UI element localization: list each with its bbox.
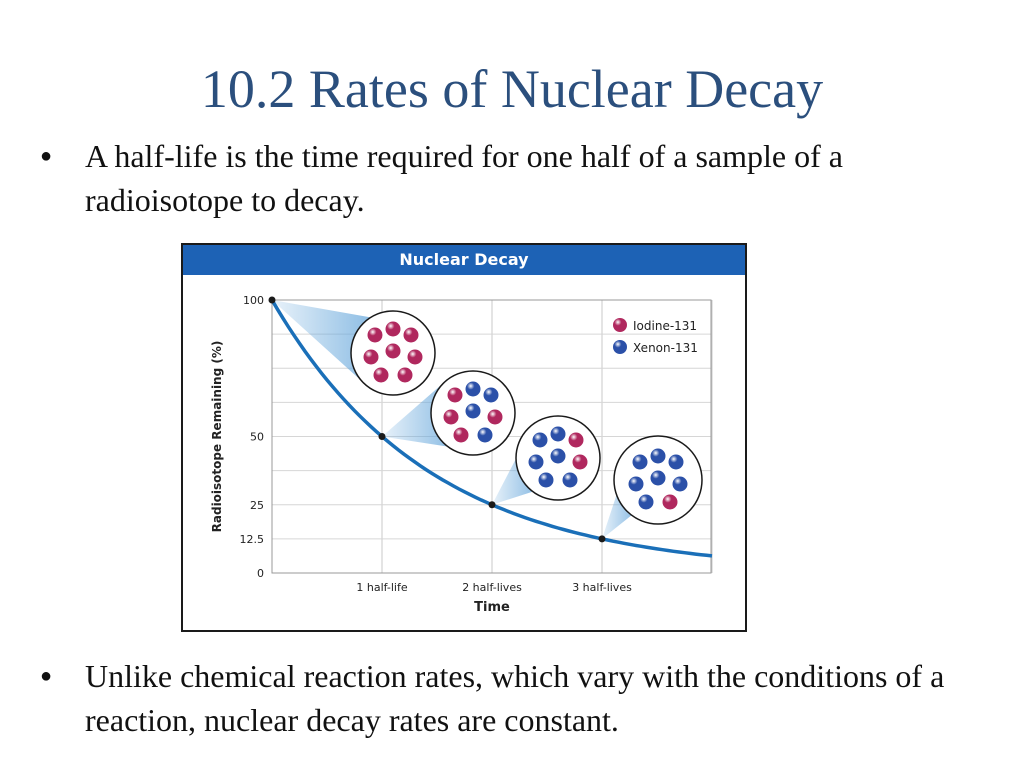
iodine-atom [407,349,423,365]
xenon-atom [562,472,578,488]
iodine-atom [403,327,419,343]
nuclear-decay-figure: Nuclear Decay 0 12.5 25 50 100 1 half-life 2 h… [181,243,747,632]
legend-label: Xenon-131 [633,341,698,355]
iodine-atom [367,327,383,343]
bullet-item: ● Unlike chemical reaction rates, which … [40,654,980,742]
xenon-atom [550,448,566,464]
iodine-atom [568,432,584,448]
iodine-atom [453,427,469,443]
decay-chart: 0 12.5 25 50 100 1 half-life 2 half-lives 3 hal… [210,294,713,615]
bullet-item: ● A half-life is the time required for o… [40,134,980,222]
iodine-atom [487,409,503,425]
legend-label: Iodine-131 [633,319,697,333]
sample-pointer-wedge [272,300,370,387]
xenon-atom [650,448,666,464]
xenon-atom [465,381,481,397]
y-tick-label: 100 [243,294,264,307]
iodine-atom [443,409,459,425]
legend-swatch [613,340,627,354]
bullet-marker: ● [40,665,53,687]
iodine-atom [385,321,401,337]
slide-title: 10.2 Rates of Nuclear Decay [200,59,824,119]
xenon-atom [650,470,666,486]
xenon-atom [465,403,481,419]
iodine-atom [385,343,401,359]
xenon-atom [672,476,688,492]
y-tick-label: 12.5 [240,533,265,546]
xenon-atom [632,454,648,470]
y-tick-label: 0 [257,567,264,580]
y-axis-label: Radioisotope Remaining (%) [210,341,224,533]
bullet-marker: ● [40,145,53,167]
iodine-atom [662,494,678,510]
bullet-text: Unlike chemical reaction rates, which va… [85,658,945,738]
xenon-atom [532,432,548,448]
bullet-text: A half-life is the time required for one… [85,138,843,218]
iodine-atom [397,367,413,383]
plot-frame [271,299,712,574]
y-tick-label: 25 [250,499,264,512]
xenon-atom [538,472,554,488]
y-tick-label: 50 [250,431,264,444]
data-point [488,501,496,509]
data-point [378,433,386,440]
xenon-atom [550,426,566,442]
chart-title: Nuclear Decay [183,245,745,275]
xenon-atom [477,427,493,443]
xenon-atom [638,494,654,510]
xenon-atom [628,476,644,492]
x-tick-label: 1 half-life [356,581,407,594]
xenon-atom [528,454,544,470]
iodine-atom [373,367,389,383]
legend-swatch [613,318,627,332]
iodine-atom [447,387,463,403]
x-tick-label: 3 half-lives [572,581,632,594]
data-point [598,535,606,543]
xenon-atom [668,454,684,470]
x-axis-label: Time [474,600,510,615]
sample-pointer-wedge [382,377,450,447]
data-point [268,296,276,304]
xenon-atom [483,387,499,403]
x-tick-label: 2 half-lives [462,581,522,594]
iodine-atom [572,454,588,470]
iodine-atom [363,349,379,365]
